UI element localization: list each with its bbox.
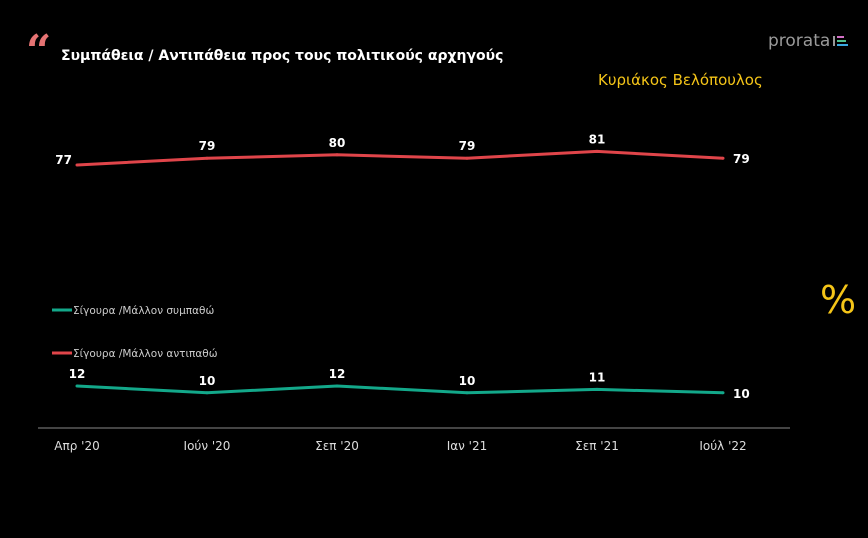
data-label: 12 (329, 367, 346, 381)
data-point (595, 149, 599, 153)
data-label: 79 (199, 139, 216, 153)
data-label: 11 (589, 370, 606, 384)
data-label: 77 (55, 153, 72, 167)
data-label: 10 (199, 374, 216, 388)
data-point (335, 384, 339, 388)
data-point (465, 391, 469, 395)
x-tick-label: Ιούν '20 (184, 439, 231, 453)
prorata-logo: prorata (768, 31, 849, 51)
legend-label: Σίγουρα /Μάλλον αντιπαθώ (73, 348, 218, 360)
chart-title: Συμπάθεια / Αντιπάθεια προς τους πολιτικ… (61, 48, 504, 64)
x-tick-label: Ιαν '21 (447, 439, 488, 453)
data-point (205, 156, 209, 160)
data-label: 12 (69, 367, 86, 381)
logo-text: prorata (768, 31, 831, 51)
chart-subtitle: Κυριάκος Βελόπουλος (598, 71, 763, 89)
data-label: 10 (733, 387, 750, 401)
percent-icon: % (820, 278, 857, 322)
data-point (335, 153, 339, 157)
x-tick-label: Σεπ '21 (575, 439, 619, 453)
data-point (205, 391, 209, 395)
legend-label: Σίγουρα /Μάλλον συμπαθώ (73, 305, 214, 317)
data-point (721, 391, 725, 395)
data-label: 79 (733, 152, 750, 166)
series-line (76, 384, 724, 395)
data-label: 10 (459, 374, 476, 388)
logo-bars-icon (833, 36, 849, 46)
x-tick-label: Απρ '20 (54, 439, 99, 453)
x-tick-label: Ιούλ '22 (699, 439, 746, 453)
data-point (595, 387, 599, 391)
data-point (75, 163, 79, 167)
data-point (465, 156, 469, 160)
data-label: 79 (459, 139, 476, 153)
data-label: 81 (589, 132, 606, 146)
quote-mark-icon: “ (26, 26, 52, 77)
series-line (76, 149, 724, 167)
x-tick-label: Σεπ '20 (315, 439, 359, 453)
data-point (75, 384, 79, 388)
data-point (721, 156, 725, 160)
data-label: 80 (329, 136, 346, 150)
